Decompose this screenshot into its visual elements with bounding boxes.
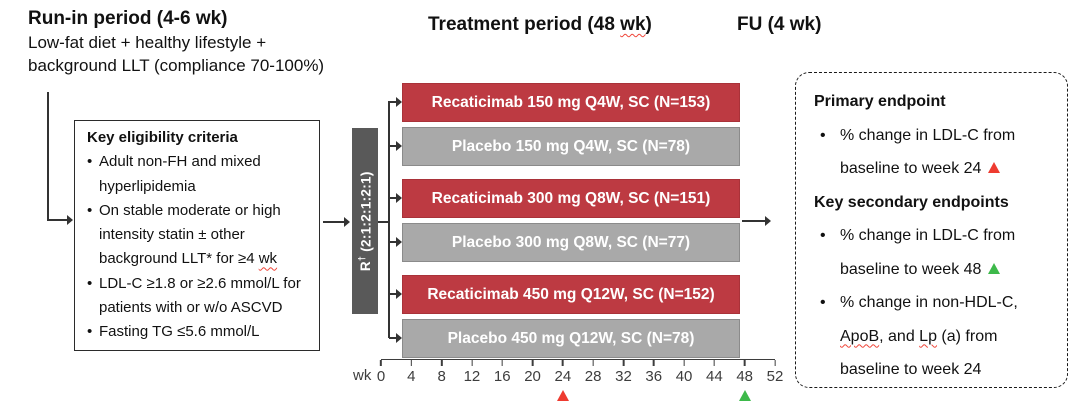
secondary-endpoint-text: , and: [879, 327, 920, 345]
axis-tick-32: 32: [615, 360, 632, 385]
green-triangle-icon: [988, 262, 1001, 274]
primary-endpoint-item: % change in LDL-C from baseline to week …: [814, 119, 1053, 186]
endpoints-box: Primary endpoint % change in LDL-C from …: [795, 72, 1068, 388]
eligibility-wk-misspelled: wk: [258, 250, 278, 268]
branch-arrow-1: [389, 97, 402, 106]
secondary-endpoint-item-1: % change in LDL-C from baseline to week …: [814, 219, 1053, 286]
followup-period-title: FU (4 wk): [737, 14, 822, 35]
secondary-endpoint-text: % change in non-HDL-C,: [840, 294, 1018, 311]
eligibility-item: On stable moderate or high intensity sta…: [84, 199, 311, 272]
randomization-r: R: [358, 260, 374, 271]
week-axis-unit-label: wk: [353, 367, 372, 384]
arm-label: Placebo 450 mg Q12W, SC (N=78): [447, 329, 695, 347]
secondary-endpoint-week48-marker: [738, 390, 751, 401]
eligibility-criteria-box: Key eligibility criteria Adult non-FH an…: [74, 120, 320, 351]
branch-arrow-4: [389, 237, 402, 246]
randomization-label: R† (2:1:2:1:2:1): [357, 171, 374, 271]
axis-tick-44: 44: [706, 360, 723, 385]
branch-arrow-6: [389, 333, 402, 342]
primary-endpoint-week24-marker: [556, 390, 569, 401]
treatment-period-title: Treatment period (48 wk): [428, 14, 652, 36]
axis-tick-8: 8: [437, 360, 446, 385]
arms-to-endpoints-arrow: [742, 216, 771, 225]
treatment-period-close: ): [645, 14, 652, 35]
axis-tick-4: 4: [407, 360, 415, 385]
arm-label: Placebo 150 mg Q4W, SC (N=78): [451, 137, 691, 155]
runin-period-title: Run-in period (4-6 wk): [28, 8, 228, 29]
red-triangle-icon: [988, 162, 1001, 173]
axis-tick-40: 40: [676, 360, 692, 385]
primary-endpoint-title: Primary endpoint: [814, 93, 946, 110]
randomization-ratio: (2:1:2:1:2:1): [358, 171, 374, 252]
axis-tick-16: 16: [494, 360, 511, 385]
arm-label: Recaticimab 300 mg Q8W, SC (N=151): [431, 189, 711, 207]
branch-arrow-5: [389, 289, 402, 298]
treatment-wk-misspelled: wk: [620, 14, 646, 35]
lp-misspelled: Lp: [919, 327, 937, 345]
axis-tick-24: 24: [555, 360, 571, 385]
runin-connector-line: [47, 92, 49, 221]
eligibility-item: Fasting TG ≤5.6 mmol/L: [84, 320, 311, 345]
arm-label: Placebo 300 mg Q8W, SC (N=77): [451, 233, 691, 251]
arm-label: Recaticimab 450 mg Q12W, SC (N=152): [427, 285, 715, 303]
runin-arrow: [47, 215, 73, 224]
secondary-endpoints-title: Key secondary endpoints: [814, 193, 1009, 211]
arm-bar-recaticimab-300: Recaticimab 300 mg Q8W, SC (N=151): [402, 179, 740, 218]
eligibility-item-text: On stable moderate or high intensity sta…: [99, 201, 281, 268]
randomization-bar: R† (2:1:2:1:2:1): [352, 128, 378, 314]
axis-tick-20: 20: [524, 360, 541, 385]
week-axis: wk 0 4 8 12 16 20 24 28 32 36 40 44 48 52: [353, 359, 783, 409]
arm-bar-recaticimab-450: Recaticimab 450 mg Q12W, SC (N=152): [402, 275, 740, 314]
runin-subtitle-line1: Low-fat diet + healthy lifestyle +: [28, 33, 267, 52]
axis-tick-52: 52: [767, 360, 783, 385]
eligibility-item: LDL-C ≥1.8 or ≥2.6 mmol/L for patients w…: [84, 272, 311, 321]
axis-tick-0: 0: [377, 360, 385, 385]
secondary-endpoint-text: % change in LDL-C from baseline to week …: [840, 227, 1016, 278]
branch-arrow-3: [389, 193, 402, 202]
arm-label: Recaticimab 150 mg Q4W, SC (N=153): [431, 93, 711, 111]
runin-subtitle-line2: background LLT (compliance 70-100%): [28, 56, 325, 75]
eligibility-to-randomization-arrow: [323, 217, 350, 226]
axis-tick-48: 48: [736, 360, 753, 385]
arm-bar-recaticimab-150: Recaticimab 150 mg Q4W, SC (N=153): [402, 83, 740, 122]
axis-tick-28: 28: [585, 360, 601, 385]
arm-bar-placebo-150: Placebo 150 mg Q4W, SC (N=78): [402, 127, 740, 166]
arm-bar-placebo-450: Placebo 450 mg Q12W, SC (N=78): [402, 319, 740, 358]
eligibility-title: Key eligibility criteria: [87, 129, 238, 146]
branch-trunk-line: [388, 101, 390, 338]
randomization-stub-line: [378, 221, 389, 223]
eligibility-item: Adult non-FH and mixed hyperlipidemia: [84, 150, 311, 199]
arm-bar-placebo-300: Placebo 300 mg Q8W, SC (N=77): [402, 223, 740, 262]
axis-tick-12: 12: [464, 360, 480, 385]
branch-arrow-2: [389, 141, 402, 150]
treatment-period-text: Treatment period (48: [428, 14, 621, 35]
randomization-dagger: †: [356, 255, 367, 261]
secondary-endpoint-text: (a) from baseline to week 24: [840, 327, 998, 379]
primary-endpoint-text: % change in LDL-C from baseline to week …: [840, 126, 1016, 178]
secondary-endpoint-item-2: % change in non-HDL-C, ApoB, and Lp (a) …: [814, 286, 1053, 387]
axis-tick-36: 36: [645, 360, 662, 385]
apob-misspelled: ApoB: [840, 327, 880, 345]
